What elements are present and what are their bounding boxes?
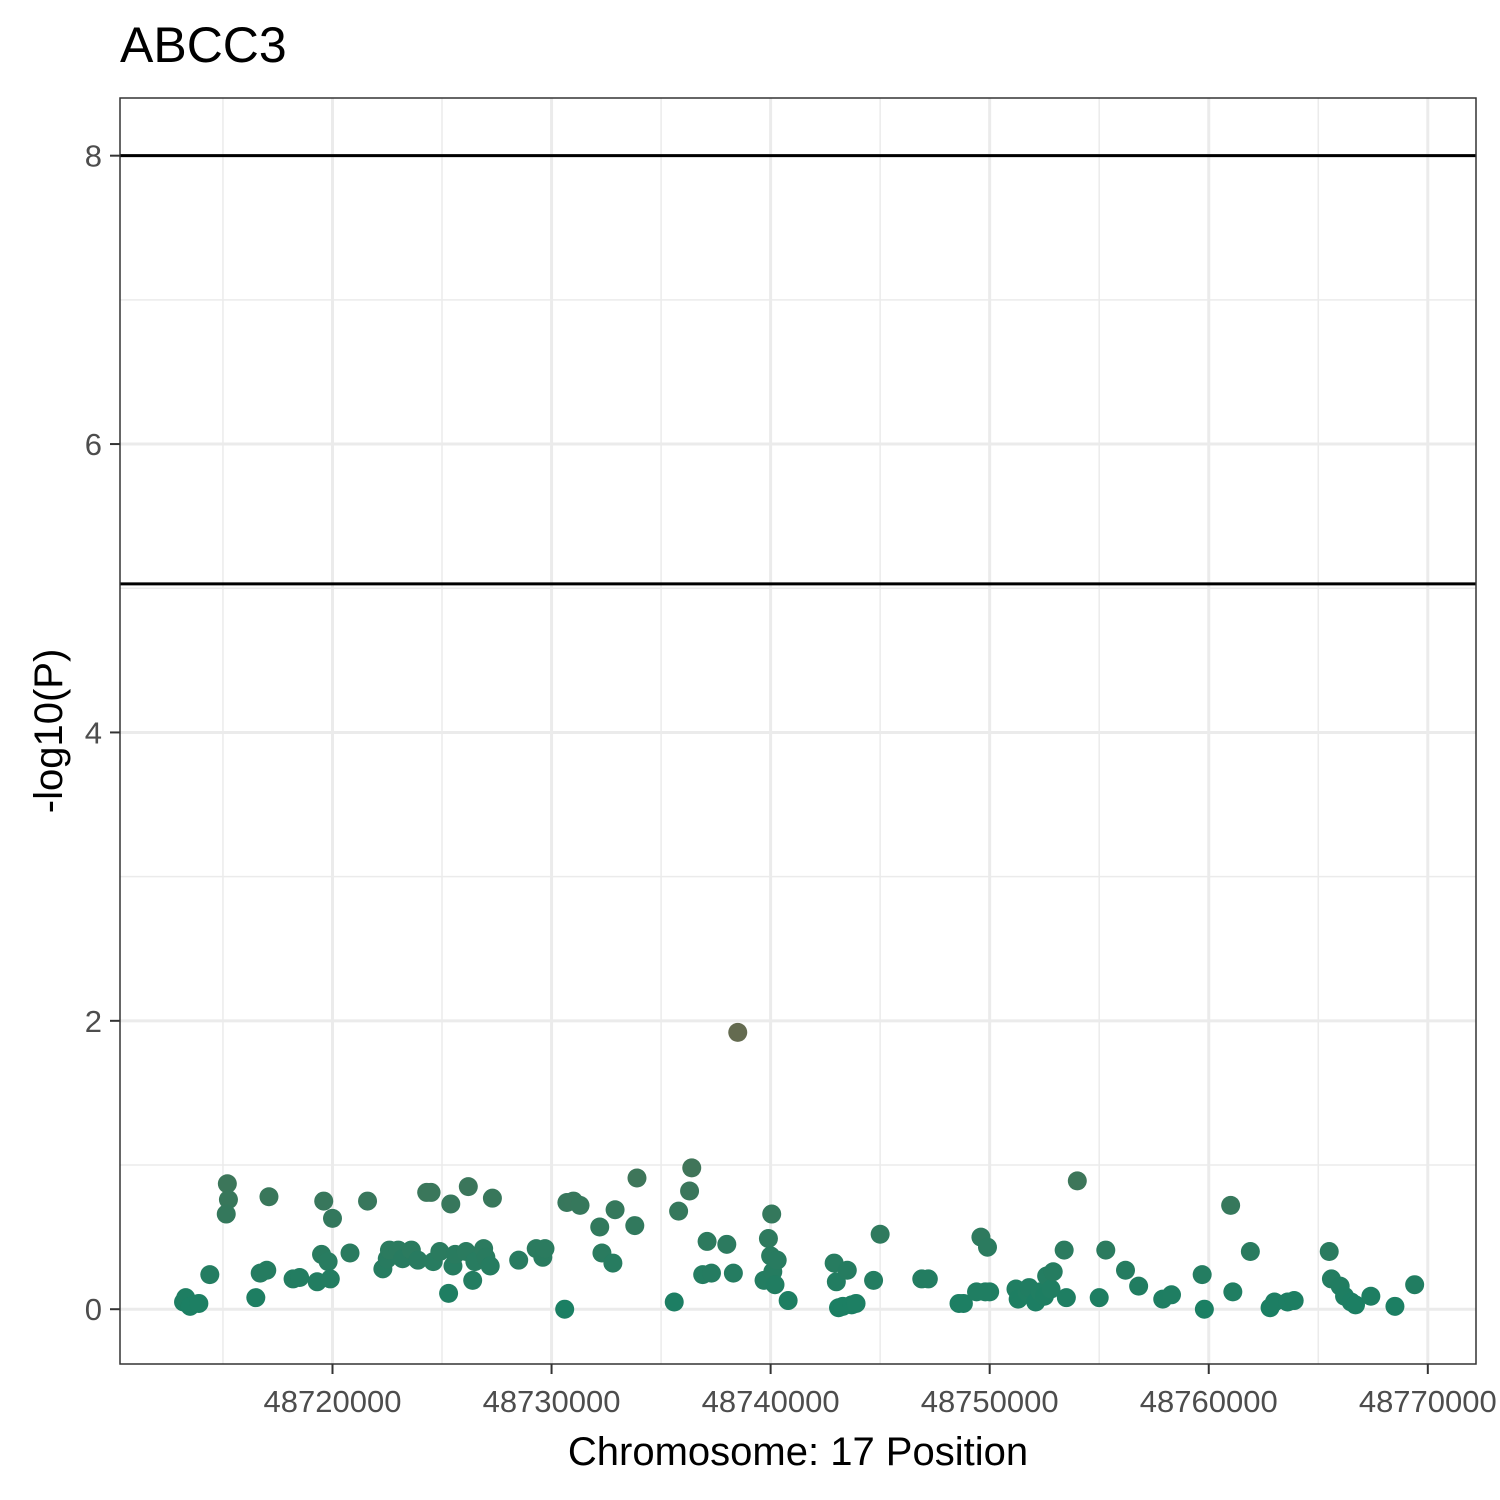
data-point xyxy=(535,1239,555,1259)
data-point xyxy=(977,1237,997,1257)
data-point xyxy=(701,1263,721,1283)
data-point xyxy=(1096,1240,1116,1260)
data-points xyxy=(174,1022,1425,1319)
data-point xyxy=(1264,1292,1284,1312)
data-point xyxy=(1240,1242,1260,1262)
chart-title: ABCC3 xyxy=(120,17,287,73)
y-tick-label: 0 xyxy=(85,1292,102,1327)
data-point xyxy=(717,1234,737,1254)
data-point xyxy=(570,1195,590,1215)
data-point xyxy=(314,1191,334,1211)
threshold-lines xyxy=(120,154,1476,586)
x-tick-label: 48750000 xyxy=(921,1384,1059,1419)
data-point xyxy=(1346,1295,1366,1315)
data-point xyxy=(1284,1291,1304,1311)
data-point xyxy=(1089,1288,1109,1308)
data-point xyxy=(762,1204,782,1224)
data-point xyxy=(216,1204,236,1224)
data-point xyxy=(1115,1260,1135,1280)
y-tick-label: 8 xyxy=(85,139,102,174)
data-point xyxy=(463,1270,483,1290)
data-point xyxy=(441,1194,461,1214)
data-point xyxy=(758,1229,778,1249)
data-point xyxy=(953,1293,973,1313)
data-point xyxy=(603,1253,623,1273)
data-point xyxy=(778,1291,798,1311)
data-point xyxy=(590,1217,610,1237)
data-point xyxy=(257,1260,277,1280)
data-point xyxy=(1129,1276,1149,1296)
data-point xyxy=(320,1269,340,1289)
data-point xyxy=(358,1191,378,1211)
data-point xyxy=(200,1265,220,1285)
data-point xyxy=(1361,1286,1381,1306)
data-point xyxy=(870,1224,890,1244)
data-point xyxy=(625,1216,645,1236)
data-point xyxy=(218,1190,238,1210)
data-point xyxy=(627,1168,647,1188)
x-tick-label: 48770000 xyxy=(1359,1384,1497,1419)
data-point xyxy=(1319,1242,1339,1262)
data-point xyxy=(408,1250,428,1270)
data-point xyxy=(482,1188,502,1208)
x-axis: 48720000 48730000 48740000 48750000 48760000… xyxy=(264,1364,1497,1419)
data-point xyxy=(846,1293,866,1313)
data-point xyxy=(1385,1296,1405,1316)
data-point xyxy=(1054,1240,1074,1260)
data-point xyxy=(1041,1279,1061,1299)
data-point xyxy=(318,1252,338,1272)
x-axis-title: Chromosome: 17 Position xyxy=(568,1430,1028,1474)
data-point xyxy=(728,1022,748,1042)
data-point xyxy=(322,1208,342,1228)
data-point xyxy=(259,1187,279,1207)
x-tick-label: 48730000 xyxy=(483,1384,621,1419)
data-point xyxy=(767,1250,787,1270)
data-point xyxy=(664,1292,684,1312)
data-point xyxy=(290,1267,310,1287)
data-point xyxy=(340,1243,360,1263)
data-point xyxy=(439,1283,459,1303)
plot-border xyxy=(119,97,1477,1365)
data-point xyxy=(1194,1299,1214,1319)
data-point xyxy=(1223,1282,1243,1302)
data-point xyxy=(723,1263,743,1283)
data-point xyxy=(1056,1288,1076,1308)
data-point xyxy=(1067,1171,1087,1191)
data-point xyxy=(1043,1262,1063,1282)
y-tick-label: 2 xyxy=(85,1004,102,1039)
data-point xyxy=(509,1250,529,1270)
data-point xyxy=(605,1200,625,1220)
data-point xyxy=(189,1293,209,1313)
data-point xyxy=(680,1181,700,1201)
data-point xyxy=(421,1182,441,1202)
x-tick-label: 48740000 xyxy=(702,1384,840,1419)
data-point xyxy=(217,1174,237,1194)
data-point xyxy=(669,1201,689,1221)
data-point xyxy=(480,1256,500,1276)
y-tick-label: 6 xyxy=(85,427,102,462)
data-point xyxy=(697,1231,717,1251)
data-point xyxy=(458,1177,478,1197)
y-axis-title: -log10(P) xyxy=(27,649,71,814)
data-point xyxy=(1162,1285,1182,1305)
data-point xyxy=(1192,1265,1212,1285)
data-point xyxy=(837,1260,857,1280)
data-point xyxy=(918,1269,938,1289)
data-point xyxy=(1221,1195,1241,1215)
data-point xyxy=(555,1299,575,1319)
x-tick-label: 48760000 xyxy=(1140,1384,1278,1419)
x-tick-label: 48720000 xyxy=(264,1384,402,1419)
data-point xyxy=(980,1282,1000,1302)
data-point xyxy=(430,1242,450,1262)
y-axis: 0 2 4 6 8 xyxy=(85,139,120,1327)
y-tick-label: 4 xyxy=(85,715,102,750)
data-point xyxy=(1405,1275,1425,1295)
data-point xyxy=(765,1275,785,1295)
data-point xyxy=(864,1270,884,1290)
data-point xyxy=(246,1288,266,1308)
data-point xyxy=(682,1158,702,1178)
